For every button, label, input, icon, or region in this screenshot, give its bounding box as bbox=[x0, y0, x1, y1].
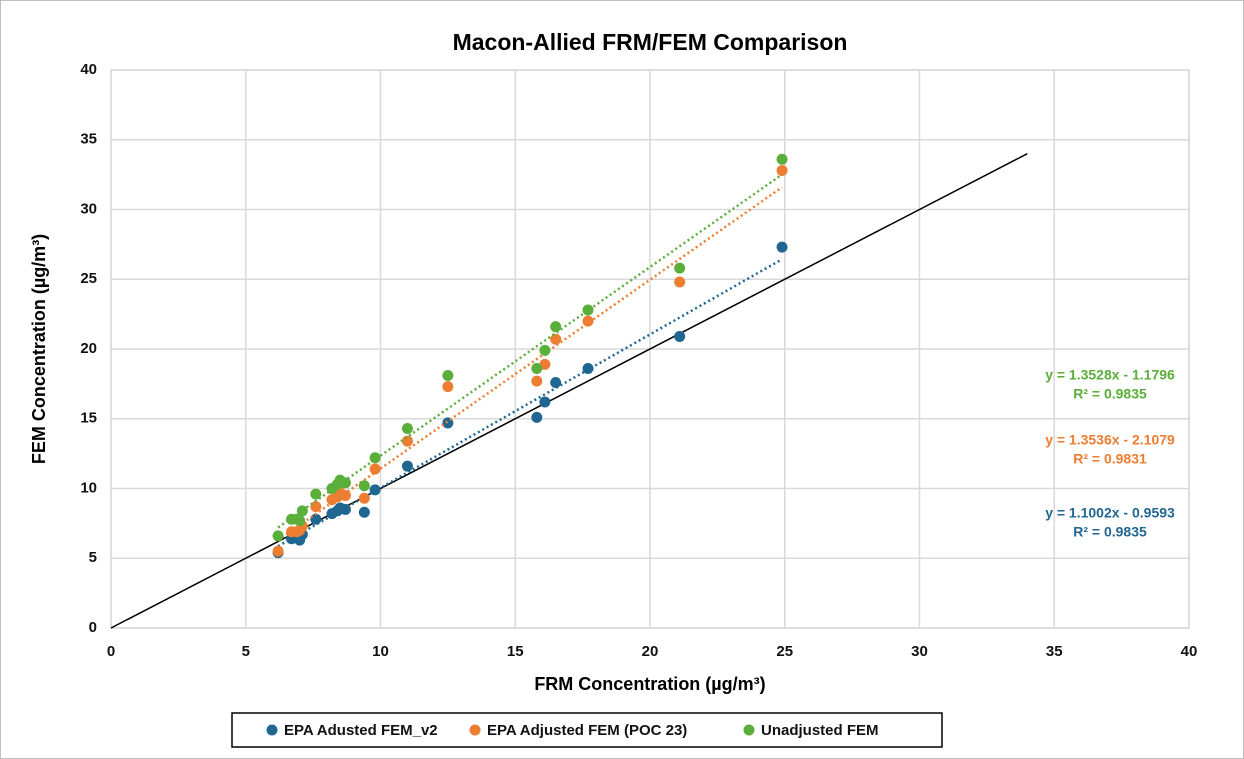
data-point bbox=[296, 505, 308, 517]
y-tick-label: 40 bbox=[80, 61, 97, 78]
data-point bbox=[776, 241, 788, 253]
legend-label: EPA Adusted FEM_v2 bbox=[284, 722, 438, 739]
trendline-r2: R² = 0.9835 bbox=[1073, 524, 1147, 540]
reference-line bbox=[110, 153, 1028, 629]
data-point bbox=[776, 164, 788, 176]
y-tick-label: 5 bbox=[89, 549, 97, 566]
y-tick-label: 35 bbox=[80, 131, 97, 148]
x-tick-label: 40 bbox=[1181, 643, 1198, 660]
data-point bbox=[531, 411, 543, 423]
y-tick-label: 20 bbox=[80, 340, 97, 357]
data-point bbox=[442, 381, 454, 393]
data-point bbox=[531, 363, 543, 375]
data-point bbox=[310, 501, 322, 513]
legend-box bbox=[231, 712, 943, 748]
trendline-equation: y = 1.3536x - 2.1079 bbox=[1045, 432, 1175, 448]
data-point bbox=[294, 515, 306, 527]
data-point bbox=[550, 376, 562, 388]
data-point bbox=[539, 358, 551, 370]
data-point bbox=[358, 506, 370, 518]
legend-marker bbox=[469, 724, 481, 736]
trendline-equation: y = 1.1002x - 0.9593 bbox=[1045, 505, 1175, 521]
data-point bbox=[674, 276, 686, 288]
data-point bbox=[272, 545, 284, 557]
data-point bbox=[442, 370, 454, 382]
data-point bbox=[401, 460, 413, 472]
data-point bbox=[369, 484, 381, 496]
x-axis-label: FRM Concentration (µg/m³) bbox=[534, 674, 765, 694]
x-tick-label: 25 bbox=[776, 643, 793, 660]
data-point bbox=[339, 477, 351, 489]
data-point bbox=[674, 330, 686, 342]
data-point bbox=[550, 333, 562, 345]
data-point bbox=[369, 452, 381, 464]
y-axis-label: FEM Concentration (µg/m³) bbox=[29, 234, 49, 464]
legend-label: Unadjusted FEM bbox=[761, 722, 879, 739]
data-point bbox=[582, 363, 594, 375]
y-tick-label: 25 bbox=[80, 270, 97, 287]
x-tick-label: 10 bbox=[372, 643, 389, 660]
plot-area-border bbox=[110, 69, 1190, 629]
data-point bbox=[539, 344, 551, 356]
data-point bbox=[358, 480, 370, 492]
y-tick-label: 15 bbox=[80, 410, 97, 427]
chart-title: Macon-Allied FRM/FEM Comparison bbox=[453, 29, 848, 55]
data-point bbox=[401, 423, 413, 435]
data-point bbox=[539, 396, 551, 408]
data-point bbox=[776, 153, 788, 165]
data-point bbox=[369, 463, 381, 475]
data-point bbox=[674, 262, 686, 274]
x-tick-label: 20 bbox=[642, 643, 659, 660]
trendline-equation: y = 1.3528x - 1.1796 bbox=[1045, 367, 1175, 383]
data-point bbox=[310, 488, 322, 500]
data-point bbox=[550, 321, 562, 333]
legend-label: EPA Adjusted FEM (POC 23) bbox=[487, 722, 687, 739]
x-tick-label: 30 bbox=[911, 643, 928, 660]
data-point bbox=[358, 492, 370, 504]
legend-marker bbox=[266, 724, 278, 736]
data-point bbox=[310, 513, 322, 525]
y-tick-label: 10 bbox=[80, 479, 97, 496]
x-tick-label: 35 bbox=[1046, 643, 1063, 660]
data-point bbox=[582, 304, 594, 316]
data-point bbox=[339, 489, 351, 501]
x-tick-label: 0 bbox=[107, 643, 115, 660]
data-point bbox=[401, 435, 413, 447]
y-tick-label: 0 bbox=[89, 619, 97, 636]
trendline-r2: R² = 0.9831 bbox=[1073, 451, 1147, 467]
data-point bbox=[582, 315, 594, 327]
x-tick-label: 5 bbox=[242, 643, 250, 660]
data-point bbox=[272, 530, 284, 542]
data-point bbox=[531, 375, 543, 387]
y-tick-label: 30 bbox=[80, 200, 97, 217]
data-point bbox=[339, 503, 351, 515]
trendline-r2: R² = 0.9835 bbox=[1073, 386, 1147, 402]
legend-marker bbox=[743, 724, 755, 736]
x-tick-label: 15 bbox=[507, 643, 524, 660]
